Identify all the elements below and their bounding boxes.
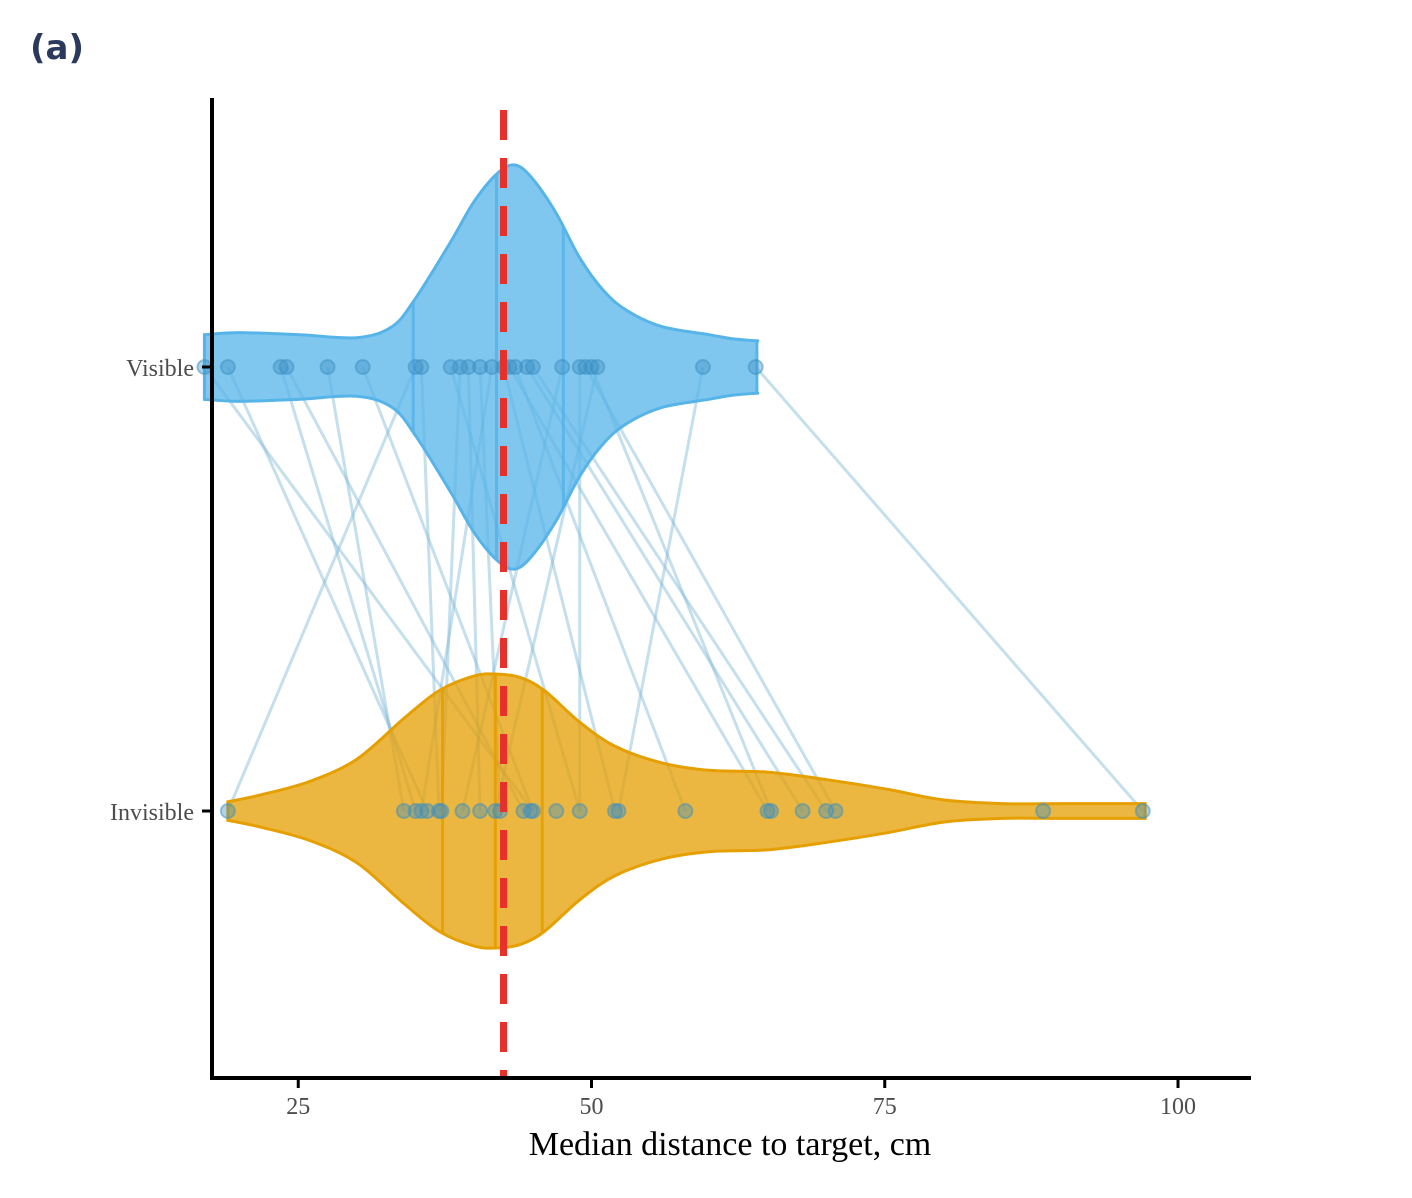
- point-invisible-17: [610, 803, 627, 819]
- point-invisible-7: [454, 803, 471, 819]
- point-invisible-14: [548, 803, 565, 819]
- pair-line-6: [226, 366, 417, 812]
- point-visible-19: [571, 359, 588, 375]
- point-visible-4: [319, 359, 336, 375]
- point-visible-1: [219, 359, 236, 375]
- point-visible-7: [413, 359, 430, 375]
- point-invisible-23: [827, 803, 844, 819]
- point-invisible-1: [395, 803, 412, 819]
- point-visible-21: [583, 359, 600, 375]
- point-visible-10: [460, 359, 477, 375]
- point-invisible-0: [219, 803, 236, 819]
- point-visible-3: [278, 359, 295, 375]
- point-invisible-21: [794, 803, 811, 819]
- x-tick-label-100: 100: [1160, 1094, 1196, 1120]
- pair-line-21: [590, 366, 773, 812]
- point-visible-18: [554, 359, 571, 375]
- y-tick-label-invisible: Invisible: [110, 800, 194, 826]
- point-invisible-3: [413, 803, 430, 819]
- panel-label: (a): [30, 28, 85, 68]
- point-visible-11: [472, 359, 489, 375]
- point-visible-23: [694, 359, 711, 375]
- x-axis-title: Median distance to target, cm: [529, 1126, 932, 1163]
- x-tick-label-50: 50: [580, 1094, 604, 1120]
- point-visible-9: [452, 359, 469, 375]
- point-visible-24: [747, 359, 764, 375]
- point-invisible-24: [1035, 803, 1052, 819]
- point-invisible-18: [677, 803, 694, 819]
- data-points: [196, 359, 1151, 819]
- axes: [210, 98, 1251, 1080]
- x-tick-label-75: 75: [873, 1094, 897, 1120]
- point-invisible-2: [407, 803, 424, 819]
- point-invisible-20: [762, 803, 779, 819]
- point-visible-15: [507, 359, 524, 375]
- point-invisible-13: [524, 803, 541, 819]
- pair-line-23: [617, 366, 705, 812]
- x-tick-label-25: 25: [286, 1094, 310, 1120]
- point-invisible-8: [472, 803, 489, 819]
- point-visible-2: [272, 359, 289, 375]
- point-invisible-25: [1134, 803, 1151, 819]
- point-visible-17: [524, 359, 541, 375]
- point-visible-6: [407, 359, 424, 375]
- point-visible-22: [589, 359, 606, 375]
- violin-visible: [202, 163, 760, 571]
- point-visible-16: [518, 359, 535, 375]
- pair-lines: [203, 366, 1144, 812]
- point-visible-5: [354, 359, 371, 375]
- point-invisible-15: [571, 803, 588, 819]
- pair-line-24: [754, 366, 1144, 812]
- y-ticks: Visible Invisible: [110, 356, 212, 826]
- x-ticks: 25 50 75 100: [286, 1078, 1196, 1120]
- pair-line-20: [584, 366, 837, 812]
- point-invisible-6: [433, 803, 450, 819]
- y-tick-label-visible: Visible: [126, 356, 194, 382]
- point-visible-20: [577, 359, 594, 375]
- point-visible-12: [483, 359, 500, 375]
